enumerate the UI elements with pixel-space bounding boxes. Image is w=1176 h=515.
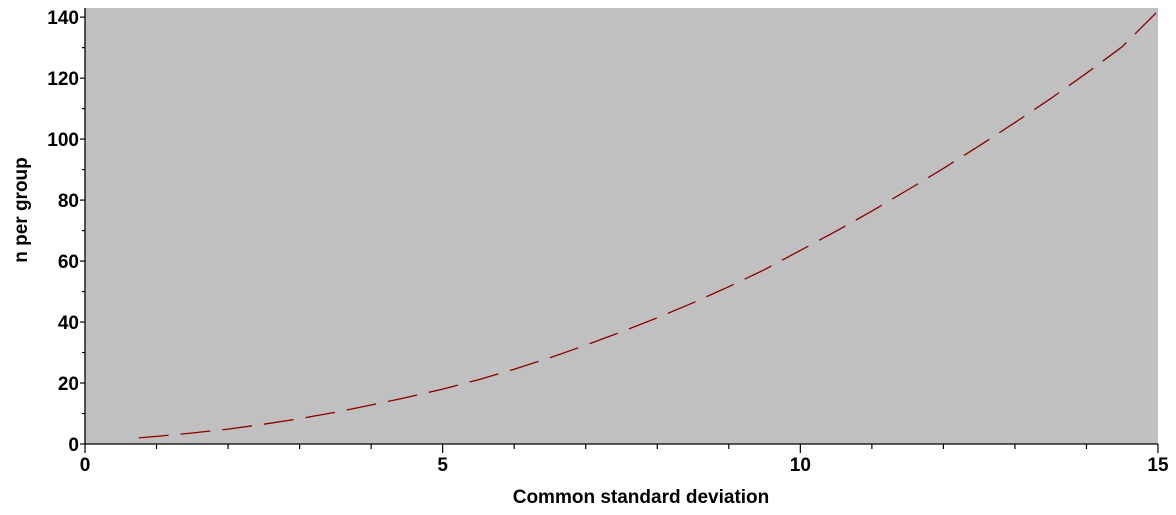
x-tick-label: 10 <box>790 455 811 476</box>
y-tick-label: 100 <box>47 130 79 151</box>
y-tick-label: 80 <box>58 191 79 212</box>
y-tick-label: 140 <box>47 8 79 29</box>
y-tick-label: 20 <box>58 374 79 395</box>
series-layer <box>138 10 1159 439</box>
x-axis-title: Common standard deviation <box>513 487 770 508</box>
y-axis-title: n per group <box>11 157 32 263</box>
y-axis-tick-labels: 0 20 40 60 80 100 120 140 <box>47 8 79 456</box>
x-tick-label: 0 <box>80 455 91 476</box>
y-tick-label: 120 <box>47 69 79 90</box>
x-tick-label: 5 <box>437 455 448 476</box>
axes <box>80 8 1159 453</box>
x-tick-label: 15 <box>1147 455 1169 476</box>
y-tick-label: 60 <box>58 252 79 273</box>
x-axis-tick-labels: 0 5 10 15 <box>80 455 1169 476</box>
y-tick-label: 40 <box>58 313 79 334</box>
plot-area <box>85 8 1158 444</box>
series-line <box>138 10 1159 439</box>
y-tick-label: 0 <box>68 435 79 456</box>
